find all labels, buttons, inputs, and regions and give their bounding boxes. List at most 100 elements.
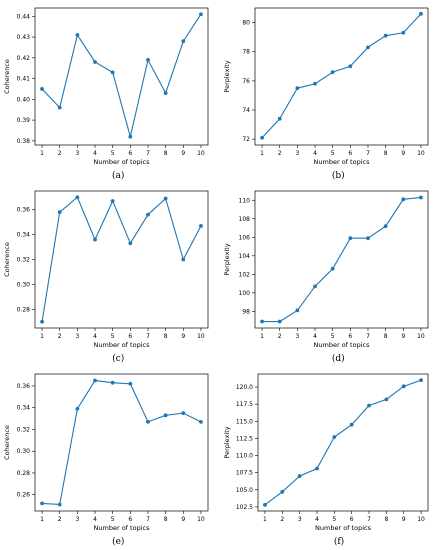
x-tick-label: 8 — [164, 333, 168, 340]
series-line — [41, 196, 202, 322]
x-tick-label: 1 — [260, 333, 264, 340]
y-tick-label: 0.43 — [17, 34, 31, 41]
y-tick-label: 104 — [239, 253, 251, 260]
data-point — [297, 474, 302, 478]
panel-caption: (c) — [112, 354, 125, 364]
data-point — [330, 70, 335, 75]
y-tick-label: 110.0 — [236, 453, 253, 460]
chart-svg: 1 2 3 4 5 6 7 8 9 10 0.26 0.28 0.30 0.32 0.34 0.36 Numbe… — [3, 373, 209, 532]
y-tick-label: 102.5 — [236, 504, 253, 511]
data-point — [40, 319, 44, 324]
x-tick-label: 4 — [313, 333, 317, 340]
x-tick-label: 10 — [197, 516, 205, 523]
x-tick-label: 10 — [197, 333, 205, 340]
y-tick-label: 74 — [242, 107, 250, 114]
x-axis-label: Number of topics — [314, 341, 371, 349]
data-point — [110, 70, 115, 75]
data-point — [401, 197, 406, 202]
data-point — [419, 195, 423, 200]
data-point — [128, 241, 133, 246]
y-tick-label: 105.0 — [236, 487, 253, 494]
y-tick-label: 80 — [242, 20, 250, 27]
y-tick-label: 106 — [239, 234, 251, 241]
y-tick-label: 0.36 — [17, 383, 31, 390]
x-tick-label: 4 — [93, 333, 97, 340]
y-tick-label: 72 — [242, 136, 250, 143]
plot-frame — [254, 190, 429, 329]
x-tick-label: 5 — [111, 150, 115, 157]
data-point — [57, 105, 62, 110]
y-tick-label: 108 — [239, 216, 251, 223]
y-axis-label: Coherence — [3, 59, 11, 94]
data-point — [128, 381, 133, 386]
data-point — [260, 319, 264, 324]
data-point — [277, 116, 282, 121]
y-tick-label: 0.44 — [17, 13, 31, 20]
y-tick-label: 0.41 — [17, 76, 31, 83]
x-axis-label: Number of topics — [314, 158, 371, 166]
data-point — [128, 134, 133, 139]
data-point — [280, 489, 285, 494]
data-point — [75, 33, 80, 37]
x-axis-label: Number of topics — [94, 524, 151, 532]
x-tick-label: 7 — [366, 150, 370, 157]
x-tick-label: 3 — [295, 333, 299, 340]
x-tick-label: 8 — [164, 516, 168, 523]
x-tick-label: 3 — [75, 516, 79, 523]
x-tick-label: 2 — [278, 150, 282, 157]
y-tick-label: 107.5 — [236, 470, 253, 477]
data-point — [313, 284, 317, 289]
chart-svg: 1 2 3 4 5 6 7 8 9 10 0.38 0.39 0.40 0.41 0.42 0.43 0.44 N… — [3, 7, 209, 166]
x-tick-label: 9 — [401, 333, 405, 340]
data-point — [110, 199, 115, 203]
data-point — [419, 378, 423, 383]
x-tick-label: 3 — [295, 150, 299, 157]
data-point — [163, 196, 168, 201]
data-point — [163, 91, 168, 96]
y-tick-label: 0.30 — [17, 281, 31, 288]
data-point — [93, 237, 97, 242]
data-point — [401, 384, 406, 389]
x-tick-label: 6 — [348, 333, 352, 340]
data-point — [383, 33, 388, 38]
series-line — [262, 196, 421, 323]
data-point — [199, 12, 203, 17]
data-point — [181, 257, 186, 262]
data-point — [40, 501, 44, 506]
x-tick-label: 5 — [331, 150, 335, 157]
data-point — [110, 380, 115, 385]
x-tick-label: 3 — [298, 516, 302, 523]
y-tick-label: 117.5 — [236, 401, 253, 408]
y-tick-label: 0.32 — [17, 426, 31, 433]
x-tick-label: 1 — [40, 333, 44, 340]
series-line — [264, 379, 422, 506]
y-tick-label: 0.32 — [17, 257, 31, 264]
data-point — [93, 378, 97, 383]
x-tick-label: 4 — [93, 516, 97, 523]
x-tick-label: 1 — [260, 150, 264, 157]
data-point — [295, 308, 300, 313]
chart-svg: 1 2 3 4 5 6 7 8 9 10 102.5 105.0 107.5 110.0 112.5 115.… — [223, 373, 429, 532]
x-tick-label: 10 — [417, 150, 425, 157]
x-axis-label: Number of topics — [94, 158, 151, 166]
x-tick-label: 4 — [315, 516, 319, 523]
y-tick-label: 0.34 — [17, 232, 31, 239]
x-tick-label: 5 — [331, 333, 335, 340]
y-tick-label: 0.28 — [17, 306, 31, 313]
x-tick-label: 2 — [58, 333, 62, 340]
data-point — [75, 406, 80, 411]
plot-frame — [34, 373, 209, 512]
x-tick-label: 6 — [348, 150, 352, 157]
x-tick-label: 2 — [58, 516, 62, 523]
x-tick-label: 4 — [313, 150, 317, 157]
y-tick-label: 0.39 — [17, 117, 31, 124]
x-tick-label: 2 — [278, 333, 282, 340]
data-point — [146, 57, 150, 62]
data-point — [181, 411, 186, 416]
x-tick-label: 3 — [75, 150, 79, 157]
x-tick-label: 5 — [111, 333, 115, 340]
series-line — [261, 13, 422, 139]
x-tick-label: 8 — [164, 150, 168, 157]
data-point — [57, 502, 62, 507]
data-point — [277, 319, 282, 324]
